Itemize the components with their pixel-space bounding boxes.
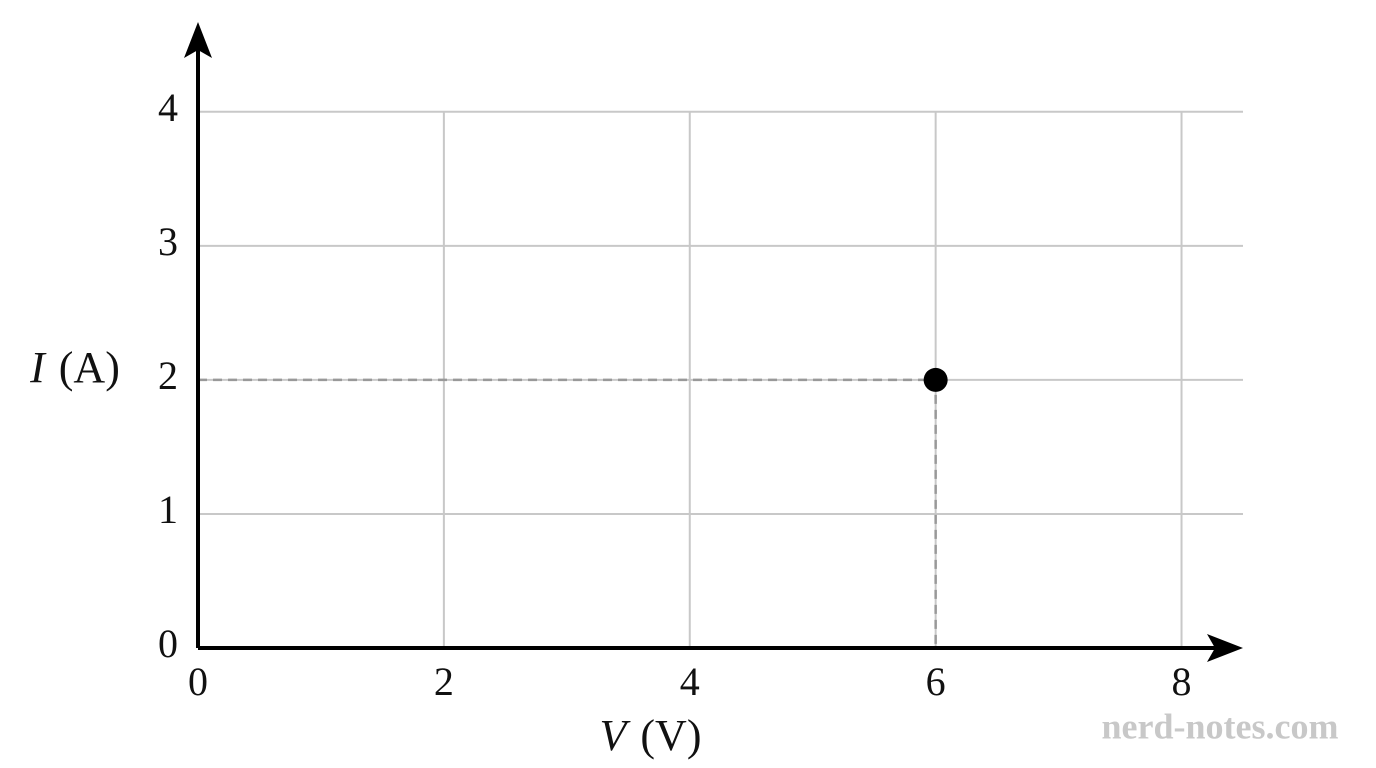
y-tick-label: 2	[158, 353, 178, 398]
x-axis-label: V (V)	[600, 711, 702, 760]
x-label-unit: (V)	[640, 711, 701, 760]
y-label-unit: (A)	[59, 343, 120, 392]
y-tick-label: 3	[158, 219, 178, 264]
y-axis-label: I (A)	[29, 343, 120, 392]
x-tick-label: 6	[926, 659, 946, 704]
y-tick-label: 4	[158, 85, 178, 130]
x-label-symbol: V	[600, 711, 632, 760]
x-tick-label: 0	[188, 659, 208, 704]
y-label-symbol: I	[29, 343, 47, 392]
x-tick-label: 8	[1172, 659, 1192, 704]
y-tick-label: 0	[158, 621, 178, 666]
watermark: nerd-notes.com	[1102, 706, 1339, 746]
highlight-point	[923, 367, 948, 392]
x-tick-label: 4	[680, 659, 700, 704]
x-axis-arrow	[1207, 634, 1243, 662]
y-tick-label: 1	[158, 487, 178, 532]
x-tick-label: 2	[434, 659, 454, 704]
y-axis-arrow	[184, 22, 212, 58]
